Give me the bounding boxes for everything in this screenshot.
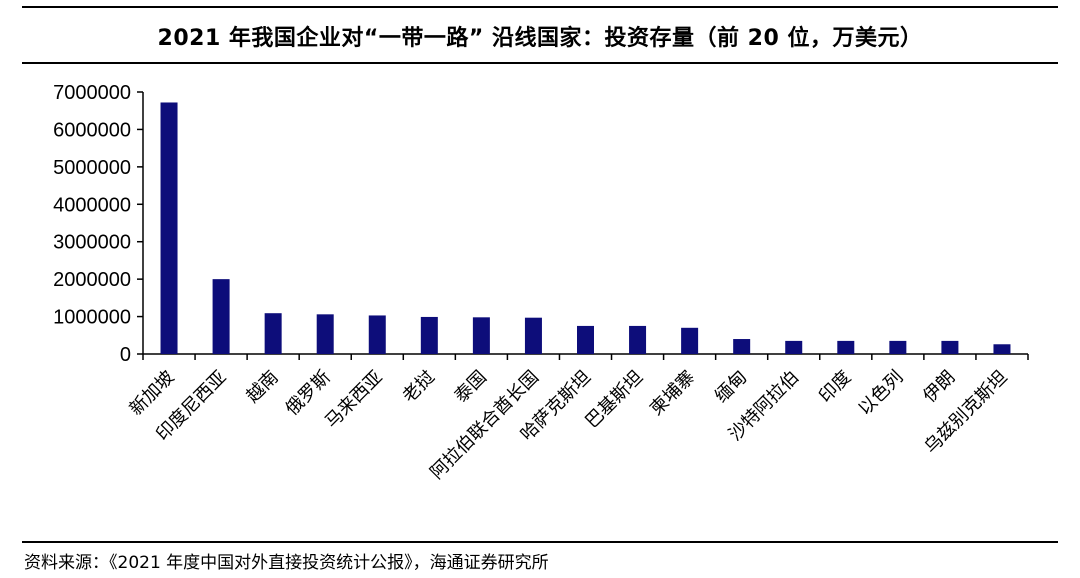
bar-1 xyxy=(160,102,178,354)
x-tick-label: 伊朗 xyxy=(919,367,959,407)
y-tick-label: 4000000 xyxy=(53,194,131,216)
y-tick-label: 6000000 xyxy=(53,119,131,141)
source-rule xyxy=(22,541,1058,543)
x-tick-label: 马来西亚 xyxy=(321,367,387,433)
x-tick-label: 缅甸 xyxy=(711,367,751,407)
y-tick-label: 3000000 xyxy=(53,232,131,254)
top-rule xyxy=(22,6,1058,8)
x-axis xyxy=(142,353,1029,360)
source-note: 资料来源：《2021 年度中国对外直接投资统计公报》，海通证券研究所 xyxy=(24,553,549,573)
bar-12 xyxy=(733,339,751,354)
bar-17 xyxy=(993,344,1011,354)
bar-14 xyxy=(837,340,855,354)
y-tick-label: 7000000 xyxy=(53,82,131,104)
bar-7 xyxy=(472,317,490,354)
y-tick-label: 1000000 xyxy=(53,307,131,329)
bar-9 xyxy=(577,325,594,354)
bar-8 xyxy=(524,317,542,354)
bar-3 xyxy=(264,313,282,354)
y-tick-label: 5000000 xyxy=(53,157,131,179)
bar-2 xyxy=(212,279,230,354)
bar-11 xyxy=(681,327,699,354)
y-axis: 0 1000000 2000000 3000000 4000000 5000000 6000… xyxy=(53,82,144,366)
title-rule xyxy=(22,62,1058,64)
bar-series xyxy=(160,102,1011,354)
x-tick-label: 以色列 xyxy=(854,367,907,420)
bar-6 xyxy=(420,316,438,354)
y-tick-label: 0 xyxy=(120,344,131,366)
bar-16 xyxy=(941,340,959,354)
bar-chart: 0 1000000 2000000 3000000 4000000 5000000 6000… xyxy=(53,82,1029,484)
x-tick-label: 泰国 xyxy=(451,367,491,407)
x-tick-label: 巴基斯坦 xyxy=(581,367,647,433)
bar-10 xyxy=(629,325,647,354)
x-tick-label: 柬埔寨 xyxy=(646,367,699,420)
x-tick-label: 越南 xyxy=(242,367,282,407)
x-tick-label: 老挝 xyxy=(399,367,439,407)
x-tick-label: 印度 xyxy=(815,367,855,407)
bar-13 xyxy=(785,340,803,354)
chart-title: 2021 年我国企业对“一带一路” 沿线国家：投资存量（前 20 位，万美元） xyxy=(157,26,923,51)
bar-5 xyxy=(368,315,386,354)
bar-4 xyxy=(316,314,334,354)
bar-15 xyxy=(889,340,907,354)
y-tick-label: 2000000 xyxy=(53,269,131,291)
